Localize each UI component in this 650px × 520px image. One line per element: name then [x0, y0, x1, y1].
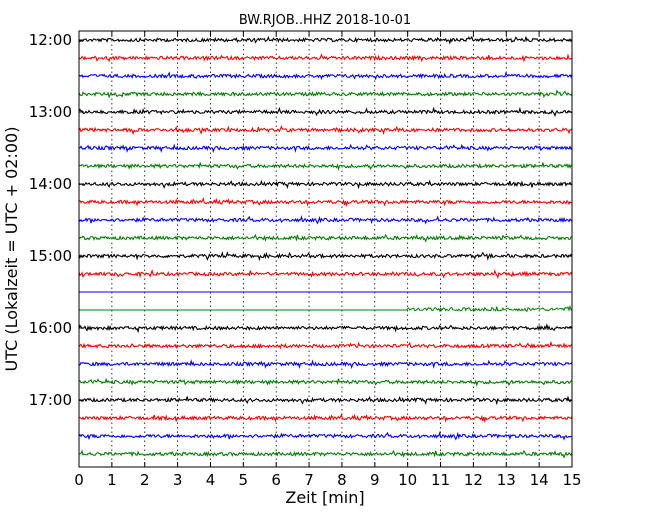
- trace-line: [78, 377, 573, 388]
- trace-line: [78, 251, 573, 262]
- trace-line: [78, 71, 573, 81]
- trace-line: [78, 196, 573, 207]
- x-tick-label: 9: [370, 471, 380, 489]
- trace-line: [78, 106, 573, 118]
- traces: [78, 35, 573, 459]
- trace-line: [78, 143, 573, 154]
- y-axis-label: UTC (Lokalzeit = UTC + 02:00): [2, 127, 21, 372]
- trace-line: [78, 162, 573, 172]
- ticks: 0 1 2 3 4 5 6 7 8 9 10 11 12 13 14 1512:0013:0014:0015:…: [29, 31, 582, 489]
- trace-line: [78, 395, 573, 406]
- trace-line: [78, 430, 573, 441]
- y-tick-label: 16:00: [29, 319, 72, 337]
- y-tick-label: 13:00: [29, 103, 72, 121]
- trace-line: [78, 52, 573, 63]
- x-tick-label: 1: [107, 471, 117, 489]
- x-axis-label: Zeit [min]: [285, 488, 364, 507]
- grid: [111, 31, 540, 467]
- trace-line: [79, 304, 573, 313]
- x-tick-label: 13: [497, 471, 516, 489]
- trace-line: [78, 359, 573, 370]
- x-tick-label: 0: [74, 471, 84, 489]
- x-tick-label: 7: [304, 471, 314, 489]
- x-tick-label: 2: [140, 471, 150, 489]
- x-tick-label: 4: [206, 471, 216, 489]
- trace-line: [78, 412, 573, 423]
- trace-line: [78, 340, 573, 350]
- trace-line: [78, 89, 573, 99]
- trace-line: [78, 125, 573, 136]
- trace-line: [78, 269, 573, 279]
- x-tick-label: 6: [271, 471, 281, 489]
- x-tick-label: 14: [530, 471, 549, 489]
- y-tick-label: 17:00: [29, 391, 72, 409]
- x-tick-label: 12: [464, 471, 483, 489]
- y-tick-label: 15:00: [29, 247, 72, 265]
- x-tick-label: 5: [239, 471, 249, 489]
- trace-line: [78, 449, 573, 459]
- x-tick-label: 11: [431, 471, 450, 489]
- x-tick-label: 3: [173, 471, 183, 489]
- chart-title: BW.RJOB..HHZ 2018-10-01: [239, 13, 411, 28]
- trace-line: [78, 233, 573, 243]
- x-tick-label: 15: [562, 471, 581, 489]
- trace-line: [78, 322, 573, 334]
- x-tick-label: 10: [398, 471, 417, 489]
- trace-line: [78, 179, 573, 190]
- trace-line: [78, 35, 573, 45]
- plot-frame: [78, 30, 573, 468]
- y-tick-label: 12:00: [29, 31, 72, 49]
- y-tick-label: 14:00: [29, 175, 72, 193]
- x-tick-label: 8: [337, 471, 347, 489]
- trace-line: [78, 215, 573, 225]
